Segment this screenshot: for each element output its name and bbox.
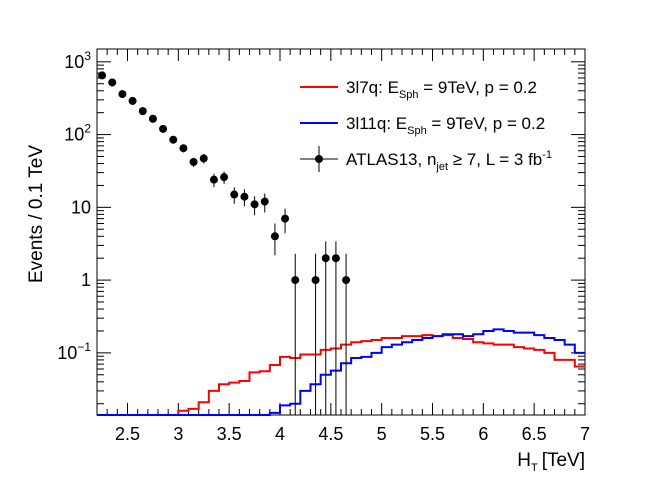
data-point (270, 232, 279, 241)
data-point (321, 254, 330, 263)
x-tick-label: 7 (580, 424, 590, 444)
data-point (311, 276, 320, 285)
data-point (342, 276, 351, 285)
data-point (148, 114, 157, 123)
data-point (128, 96, 137, 105)
data-point (159, 124, 168, 133)
series-line-3l7q (97, 334, 585, 416)
y-tick-label: 102 (64, 122, 91, 145)
y-tick-label: 1 (81, 270, 91, 290)
x-tick-label: 4 (275, 424, 285, 444)
series-layer (97, 71, 585, 416)
data-point (189, 157, 198, 166)
data-point (138, 107, 147, 116)
data-point (220, 173, 229, 182)
x-tick-label: 2.5 (115, 424, 140, 444)
x-axis-title: HT [TeV] (517, 450, 585, 474)
data-point (108, 78, 117, 87)
data-point (169, 135, 178, 144)
x-tick-label: 3.5 (217, 424, 242, 444)
y-tick-label: 10 (71, 197, 91, 217)
data-point (240, 192, 249, 201)
x-tick-label: 5.5 (420, 424, 445, 444)
x-tick-label: 6 (478, 424, 488, 444)
data-point (179, 144, 188, 153)
legend-swatch-atlas-marker (315, 155, 323, 163)
y-tick-label: 103 (64, 49, 91, 72)
series-points-ATLAS13 (98, 71, 351, 415)
data-point (230, 190, 239, 199)
data-point (250, 200, 259, 209)
x-tick-label: 3 (173, 424, 183, 444)
x-tick-label: 5 (377, 424, 387, 444)
data-point (98, 71, 107, 80)
y-axis-title: Events / 0.1 TeV (26, 145, 47, 283)
x-axis-title-main: H (517, 450, 531, 471)
data-point (331, 254, 340, 263)
x-tick-label: 4.5 (318, 424, 343, 444)
x-axis-title-unit: [TeV] (542, 450, 585, 471)
data-point (291, 276, 300, 285)
series-line-3l11q (97, 328, 585, 416)
legend-label-3l11q: 3l11q: ESph = 9TeV, p = 0.2 (346, 114, 545, 137)
data-point (260, 197, 269, 206)
data-point (281, 214, 290, 223)
legend-label-atlas: ATLAS13, njet ≥ 7, L = 3 fb-1 (346, 149, 552, 173)
x-tick-label: 6.5 (522, 424, 547, 444)
data-point (118, 90, 127, 99)
x-axis-title-sub: T (531, 462, 538, 474)
y-tick-label: 10−1 (57, 340, 91, 363)
tick-labels: 2.5 3 3.5 4 4.5 5 5.5 6 6.5 7 10−1 1 10 102 103 (57, 49, 590, 444)
data-point (209, 175, 218, 184)
legend-label-3l7q: 3l7q: ESph = 9TeV, p = 0.2 (346, 78, 537, 101)
legend: 3l7q: ESph = 9TeV, p = 0.2 3l11q: ESph =… (300, 78, 552, 173)
data-point (199, 154, 208, 163)
